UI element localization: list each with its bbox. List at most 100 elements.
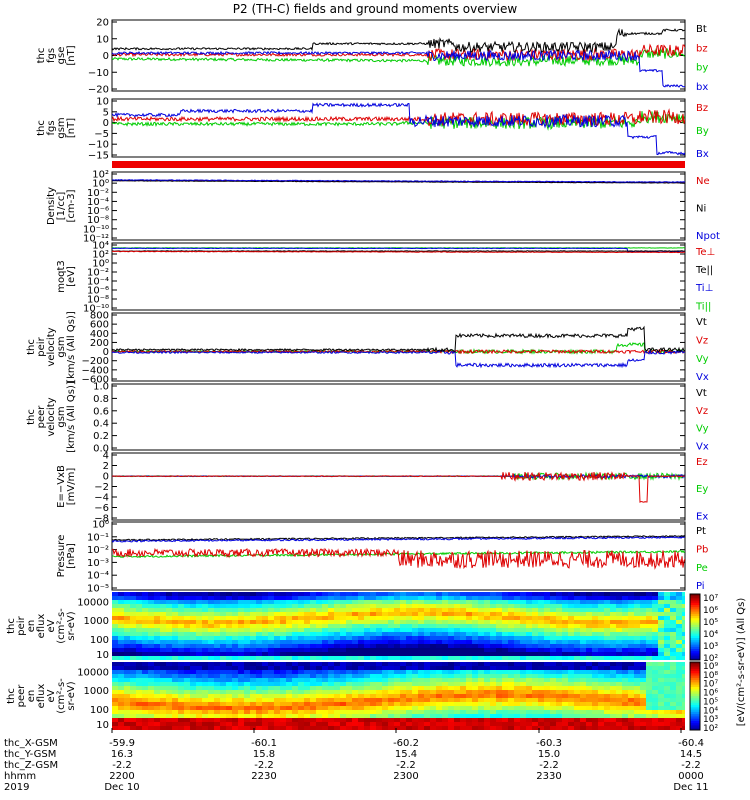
heatmap-cell xyxy=(400,640,407,645)
heatmap-cell xyxy=(124,644,131,649)
heatmap-cell xyxy=(454,726,461,730)
heatmap-cell xyxy=(298,682,305,687)
heatmap-cell xyxy=(526,694,533,699)
heatmap-cell xyxy=(130,604,137,609)
colorbar-cell xyxy=(690,680,700,683)
heatmap-cell xyxy=(340,714,347,719)
heatmap-cell xyxy=(400,624,407,629)
heatmap-cell xyxy=(496,604,503,609)
heatmap-cell xyxy=(478,620,485,625)
heatmap-cell xyxy=(310,666,317,671)
heatmap-cell xyxy=(190,596,197,601)
heatmap-cell xyxy=(274,702,281,707)
heatmap-cell xyxy=(370,666,377,671)
heatmap-cell xyxy=(418,608,425,613)
heatmap-cell xyxy=(568,678,575,683)
heatmap-cell xyxy=(466,714,473,719)
heatmap-cell xyxy=(646,694,653,699)
heatmap-cell xyxy=(658,612,665,617)
heatmap-cell xyxy=(568,718,575,723)
ytick-label: −10 xyxy=(88,140,109,151)
heatmap-cell xyxy=(646,616,653,621)
heatmap-cell xyxy=(334,710,341,715)
heatmap-cell xyxy=(250,686,257,691)
heatmap-cell xyxy=(490,604,497,609)
heatmap-cell xyxy=(298,648,305,653)
heatmap-cell xyxy=(484,662,491,667)
heatmap-cell xyxy=(424,604,431,609)
heatmap-cell xyxy=(202,656,209,660)
heatmap-cell xyxy=(376,722,383,727)
heatmap-cell xyxy=(508,632,515,637)
heatmap-cell xyxy=(454,662,461,667)
heatmap-cell xyxy=(382,596,389,601)
heatmap-cell xyxy=(550,632,557,637)
heatmap-cell xyxy=(580,670,587,675)
heatmap-cell xyxy=(172,644,179,649)
heatmap-cell xyxy=(118,632,125,637)
heatmap-cell xyxy=(418,624,425,629)
heatmap-cell xyxy=(358,702,365,707)
heatmap-cell xyxy=(526,640,533,645)
heatmap-cell xyxy=(160,604,167,609)
heatmap-cell xyxy=(616,686,623,691)
heatmap-cell xyxy=(274,600,281,605)
heatmap-cell xyxy=(154,722,161,727)
heatmap-cell xyxy=(562,726,569,730)
heatmap-cell xyxy=(580,706,587,711)
heatmap-cell xyxy=(220,678,227,683)
heatmap-cell xyxy=(418,674,425,679)
heatmap-cell xyxy=(652,666,659,671)
heatmap-cell xyxy=(400,718,407,723)
heatmap-cell xyxy=(664,698,671,703)
heatmap-cell xyxy=(574,662,581,667)
heatmap-cell xyxy=(544,656,551,660)
heatmap-cell xyxy=(406,652,413,657)
colorbar-cell xyxy=(690,673,700,677)
heatmap-cell xyxy=(640,632,647,637)
heatmap-cell xyxy=(562,694,569,699)
heatmap-cell xyxy=(532,620,539,625)
heatmap-cell xyxy=(190,714,197,719)
ylabel-line: moqt3 xyxy=(56,260,67,293)
heatmap-cell xyxy=(202,604,209,609)
heatmap-cell xyxy=(364,648,371,653)
heatmap-cell xyxy=(412,656,419,660)
heatmap-cell xyxy=(562,686,569,691)
heatmap-cell xyxy=(664,616,671,621)
heatmap-cell xyxy=(658,690,665,695)
heatmap-cell xyxy=(160,686,167,691)
heatmap-cell xyxy=(346,690,353,695)
ytick-label: 10000 xyxy=(77,668,109,679)
heatmap-cell xyxy=(388,702,395,707)
heatmap-cell xyxy=(358,636,365,641)
series-by xyxy=(112,47,685,68)
heatmap-cell xyxy=(598,722,605,727)
heatmap-cell xyxy=(214,612,221,617)
heatmap-cell xyxy=(274,652,281,657)
heatmap-cell xyxy=(178,600,185,605)
heatmap-cell xyxy=(382,644,389,649)
heatmap-cell xyxy=(370,628,377,633)
heatmap-cell xyxy=(202,718,209,723)
heatmap-cell xyxy=(334,596,341,601)
heatmap-cell xyxy=(274,726,281,730)
heatmap-cell xyxy=(172,706,179,711)
heatmap-cell xyxy=(142,662,149,667)
heatmap-cell xyxy=(538,718,545,723)
heatmap-cell xyxy=(118,652,125,657)
heatmap-cell xyxy=(472,714,479,719)
heatmap-cell xyxy=(460,640,467,645)
heatmap-cell xyxy=(232,702,239,707)
heatmap-cell xyxy=(154,656,161,660)
heatmap-cell xyxy=(496,690,503,695)
heatmap-cell xyxy=(610,596,617,601)
heatmap-cell xyxy=(538,596,545,601)
heatmap-cell xyxy=(634,726,641,730)
heatmap-cell xyxy=(544,726,551,730)
heatmap-cell xyxy=(226,690,233,695)
heatmap-cell xyxy=(628,596,635,601)
heatmap-cell xyxy=(220,592,227,597)
heatmap-cell xyxy=(310,612,317,617)
heatmap-cell xyxy=(166,714,173,719)
